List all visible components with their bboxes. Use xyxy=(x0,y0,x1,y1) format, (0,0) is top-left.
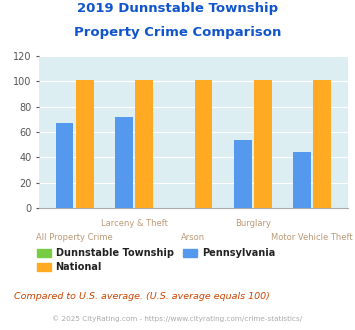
Text: 2019 Dunnstable Township: 2019 Dunnstable Township xyxy=(77,2,278,15)
Text: Property Crime Comparison: Property Crime Comparison xyxy=(74,26,281,39)
Text: Arson: Arson xyxy=(181,233,206,242)
Legend: Dunnstable Township, National, Pennsylvania: Dunnstable Township, National, Pennsylva… xyxy=(33,244,279,276)
Bar xyxy=(293,152,311,208)
Bar xyxy=(254,80,272,208)
Text: Larceny & Theft: Larceny & Theft xyxy=(101,219,168,228)
Text: Burglary: Burglary xyxy=(235,219,271,228)
Text: © 2025 CityRating.com - https://www.cityrating.com/crime-statistics/: © 2025 CityRating.com - https://www.city… xyxy=(53,315,302,322)
Text: Compared to U.S. average. (U.S. average equals 100): Compared to U.S. average. (U.S. average … xyxy=(14,292,270,301)
Bar xyxy=(234,140,252,208)
Bar xyxy=(135,80,153,208)
Bar xyxy=(195,80,213,208)
Bar xyxy=(115,117,133,208)
Text: Motor Vehicle Theft: Motor Vehicle Theft xyxy=(272,233,353,242)
Bar xyxy=(313,80,331,208)
Bar xyxy=(56,123,73,208)
Bar xyxy=(76,80,94,208)
Text: All Property Crime: All Property Crime xyxy=(36,233,113,242)
